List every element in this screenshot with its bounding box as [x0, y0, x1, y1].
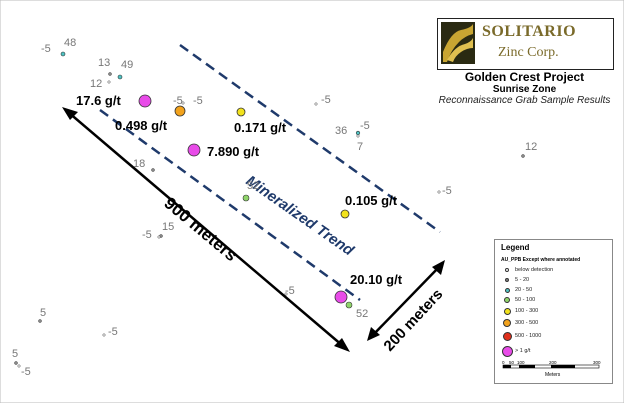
ppb-label: 12 — [525, 141, 537, 153]
sample-point[interactable] — [60, 51, 66, 57]
sample-point-300-500[interactable] — [174, 105, 186, 117]
ppb-label: -5 — [21, 366, 31, 378]
map-subtitle: Reconnaissance Grab Sample Results — [438, 95, 611, 106]
ppb-label: 52 — [247, 180, 259, 192]
legend-item: 5 - 20 — [499, 275, 609, 285]
gold-label: 7.890 g/t — [207, 144, 260, 159]
ppb-label: 13 — [98, 57, 110, 69]
ppb-label: 36 — [335, 125, 347, 137]
legend: Legend AU_PPB Except where annotated bel… — [494, 239, 613, 384]
company-logo: SOLITARIO Zinc Corp. — [437, 18, 614, 70]
svg-text:200: 200 — [549, 360, 557, 365]
ppb-label: -5 — [321, 94, 331, 106]
sample-point-50-100[interactable] — [242, 194, 250, 202]
ppb-label: 52 — [356, 308, 368, 320]
sample-point-50-100[interactable] — [345, 301, 353, 309]
ppb-label: -5 — [173, 95, 183, 107]
legend-title: Legend — [501, 243, 530, 252]
svg-text:50: 50 — [509, 360, 515, 365]
sample-point[interactable] — [117, 74, 123, 80]
svg-text:300: 300 — [593, 360, 601, 365]
legend-item: 100 - 300 — [499, 306, 609, 316]
legend-header: AU_PPB Except where annotated — [501, 257, 581, 263]
sample-point-gt1g[interactable] — [187, 143, 201, 157]
sample-point-100-300[interactable] — [340, 209, 350, 219]
ppb-label: -5 — [360, 120, 370, 132]
sample-point[interactable] — [151, 168, 155, 172]
logo-emblem-icon — [441, 22, 475, 64]
sample-point-100-300[interactable] — [236, 107, 246, 117]
sample-point[interactable] — [102, 333, 106, 337]
ppb-labels: -5 48 13 49 12 -5 -5 -5 36 -5 7 12 18 52… — [12, 37, 537, 378]
legend-item: 20 - 50 — [499, 285, 609, 295]
legend-item: 300 - 500 — [499, 318, 609, 328]
gold-label: 0.105 g/t — [345, 193, 398, 208]
sample-point[interactable] — [157, 235, 161, 239]
ppb-label: -5 — [41, 43, 51, 55]
trend-line-lower — [99, 108, 361, 302]
ppb-label: -5 — [193, 95, 203, 107]
sample-point-gt1g[interactable] — [138, 94, 152, 108]
ppb-label: -5 — [285, 285, 295, 297]
gold-result-labels: 17.6 g/t 0.498 g/t 0.171 g/t 7.890 g/t 0… — [76, 93, 403, 287]
ppb-label: 48 — [64, 37, 76, 49]
legend-scale-bar: 0 50 100 200 300 Meters — [502, 360, 601, 378]
svg-text:100: 100 — [517, 360, 525, 365]
gold-label: 20.10 g/t — [350, 272, 403, 287]
sample-point[interactable] — [521, 154, 525, 158]
sample-point-gt1g[interactable] — [334, 290, 348, 304]
sample-points — [14, 51, 525, 368]
sample-point[interactable] — [38, 319, 42, 323]
svg-text:Meters: Meters — [545, 372, 561, 378]
legend-item: below detection — [499, 265, 609, 275]
sample-point[interactable] — [356, 134, 360, 138]
ppb-label: 15 — [162, 221, 174, 233]
sample-point[interactable] — [17, 364, 21, 368]
legend-item: > 1 g/t — [499, 345, 609, 357]
ppb-label: -5 — [442, 185, 452, 197]
sample-point[interactable] — [108, 72, 112, 76]
ppb-label: 5 — [12, 348, 18, 360]
sample-point[interactable] — [181, 101, 185, 105]
sample-point[interactable] — [314, 102, 318, 106]
legend-item: 50 - 100 — [499, 295, 609, 305]
ppb-label: -5 — [142, 229, 152, 241]
scale-arrow-900 — [62, 107, 350, 352]
ppb-label: -5 — [108, 326, 118, 338]
sample-point[interactable] — [107, 80, 111, 84]
ppb-label: 5 — [40, 307, 46, 319]
svg-text:0: 0 — [502, 360, 505, 365]
ppb-label: 12 — [90, 78, 102, 90]
ppb-label: 18 — [133, 158, 145, 170]
company-subname: Zinc Corp. — [498, 45, 559, 60]
ppb-label: 7 — [357, 141, 363, 153]
scale-arrow-200 — [367, 260, 445, 341]
ppb-label: 49 — [121, 59, 133, 71]
gold-label: 0.498 g/t — [115, 118, 168, 133]
sample-point[interactable] — [437, 190, 441, 194]
gold-label: 17.6 g/t — [76, 93, 121, 108]
sample-point[interactable] — [14, 361, 18, 365]
zone-title: Sunrise Zone — [492, 84, 557, 95]
map-title-block: Golden Crest Project Sunrise Zone Reconn… — [437, 68, 612, 106]
gold-label: 0.171 g/t — [234, 120, 287, 135]
project-title: Golden Crest Project — [464, 70, 585, 84]
trend-line-upper — [179, 43, 441, 234]
sample-point[interactable] — [284, 292, 288, 296]
legend-item: 500 - 1000 — [499, 331, 609, 341]
company-name: SOLITARIO — [482, 23, 577, 40]
